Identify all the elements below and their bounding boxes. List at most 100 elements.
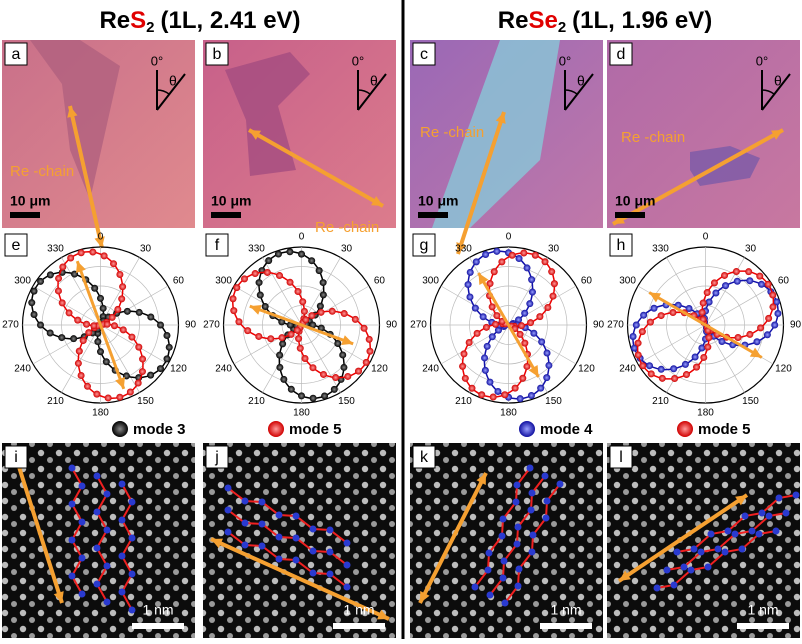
- polar-point: [481, 366, 489, 374]
- atom: [68, 572, 76, 580]
- polar-point: [99, 304, 107, 312]
- angle-tick-label: 30: [745, 243, 757, 254]
- atom: [543, 497, 551, 505]
- arrow-head: [735, 495, 747, 506]
- polar-point: [298, 250, 305, 258]
- angle-tick-label: 330: [652, 243, 669, 254]
- polar-point: [482, 323, 490, 331]
- polar-point: [65, 309, 73, 317]
- polar-point: [319, 291, 327, 299]
- arrow-head: [613, 214, 625, 224]
- atom: [680, 563, 688, 571]
- chain-arrow: [68, 105, 104, 249]
- arrow-head: [371, 196, 383, 206]
- scale-bar: [333, 623, 385, 629]
- polar-point: [244, 327, 252, 335]
- angle-tick-label: 330: [455, 243, 472, 254]
- atom: [755, 530, 763, 538]
- atom: [103, 562, 111, 570]
- polar-point: [774, 310, 782, 318]
- atom: [526, 464, 534, 472]
- polar-point: [30, 287, 38, 295]
- polar-spoke: [469, 324, 509, 393]
- polar-point: [528, 288, 536, 296]
- angle-tick-label: 180: [293, 408, 310, 419]
- polar-point: [255, 279, 263, 287]
- atom: [224, 506, 232, 514]
- angle-tick-label: 120: [371, 364, 388, 375]
- atom: [541, 472, 549, 480]
- polar-point: [537, 384, 545, 392]
- atom: [258, 498, 266, 506]
- angle-tick-label: 330: [248, 243, 265, 254]
- atom: [484, 566, 492, 574]
- polar-point: [104, 394, 112, 402]
- panel-label: b: [213, 46, 222, 63]
- polar-point: [316, 302, 324, 310]
- atom: [292, 534, 300, 542]
- atom: [128, 498, 136, 506]
- atom: [224, 528, 232, 536]
- polar-point: [488, 303, 496, 311]
- polar-point: [265, 257, 273, 265]
- arrow-head: [76, 261, 86, 274]
- panel-label: c: [420, 46, 428, 63]
- panel-label-box: [412, 42, 436, 66]
- atom: [528, 489, 536, 497]
- polar-point: [286, 321, 294, 329]
- atom: [741, 512, 749, 520]
- polar-point: [764, 280, 772, 288]
- polar-point: [278, 318, 286, 326]
- angle-tick-label: 150: [338, 396, 355, 407]
- polar-point: [508, 251, 516, 259]
- polar-point: [93, 390, 101, 398]
- polar-point: [466, 268, 474, 276]
- atom: [485, 549, 493, 557]
- atom: [343, 583, 351, 591]
- chain-arrow: [418, 472, 488, 604]
- atom: [765, 512, 773, 520]
- atom: [556, 480, 564, 488]
- polar-point: [366, 347, 374, 355]
- polar-point: [100, 252, 108, 260]
- polar-point: [483, 342, 491, 350]
- atom: [68, 536, 76, 544]
- polar-point: [681, 360, 689, 368]
- polar-point: [230, 307, 238, 315]
- polar-point: [70, 335, 78, 343]
- polar-point: [251, 270, 259, 278]
- polar-point: [541, 258, 549, 266]
- atom: [500, 557, 508, 565]
- polar-point: [494, 387, 502, 395]
- arrow-head: [341, 335, 354, 346]
- atom: [792, 491, 800, 499]
- atom: [78, 590, 86, 598]
- polar-point: [328, 307, 336, 315]
- polar-point: [531, 251, 539, 259]
- chain-arrow: [456, 111, 506, 255]
- scale-bar: [418, 212, 448, 218]
- polar-point: [471, 304, 479, 312]
- atom: [128, 534, 136, 542]
- atom: [714, 545, 722, 553]
- atom: [707, 530, 715, 538]
- polar-point: [256, 291, 264, 299]
- arrow-head: [456, 242, 467, 254]
- angle-tick-label: 60: [778, 276, 790, 287]
- atom: [653, 584, 661, 592]
- polar-spoke: [301, 324, 341, 393]
- polar-point: [286, 278, 294, 286]
- scale-label: 1 nm: [747, 602, 778, 618]
- atom: [118, 552, 126, 560]
- polar-point: [123, 307, 131, 315]
- atom: [93, 472, 101, 480]
- atom: [670, 581, 678, 589]
- angle-tick-label: 30: [341, 243, 353, 254]
- polar-point: [156, 365, 164, 373]
- polar-point: [103, 320, 111, 328]
- angle-tick-label: 210: [455, 396, 472, 407]
- polar-point: [74, 316, 82, 324]
- chain-arrow: [648, 291, 763, 359]
- arrow-head: [495, 112, 506, 124]
- polar-point: [319, 279, 327, 287]
